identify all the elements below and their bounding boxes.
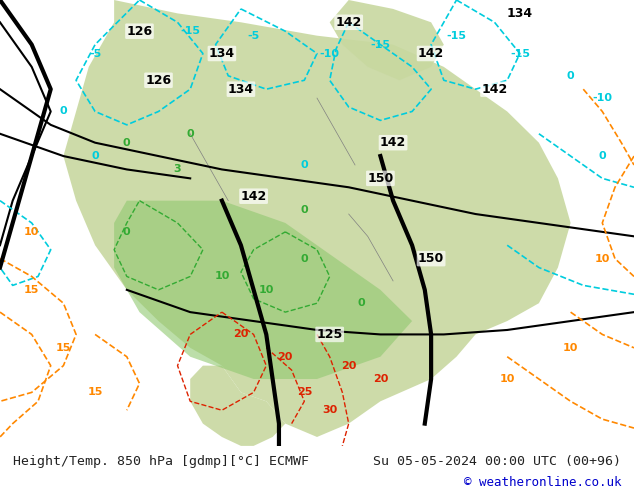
Text: 10: 10: [259, 285, 274, 295]
Text: 0: 0: [301, 160, 308, 170]
Text: 3: 3: [174, 165, 181, 174]
Text: 20: 20: [278, 352, 293, 362]
Text: 20: 20: [341, 361, 356, 370]
Text: 134: 134: [209, 47, 235, 60]
Text: 10: 10: [595, 254, 610, 264]
Polygon shape: [330, 0, 444, 80]
Polygon shape: [63, 0, 571, 437]
Text: 126: 126: [145, 74, 172, 87]
Text: 0: 0: [598, 151, 606, 161]
Text: -15: -15: [510, 49, 530, 58]
Text: 10: 10: [24, 227, 39, 237]
Text: 0: 0: [358, 298, 365, 308]
Polygon shape: [190, 366, 285, 446]
Text: 142: 142: [240, 190, 267, 203]
Text: -10: -10: [592, 93, 612, 103]
Text: -10: -10: [320, 49, 340, 58]
Text: 15: 15: [24, 285, 39, 295]
Text: 0: 0: [60, 106, 67, 117]
Text: 20: 20: [233, 329, 249, 340]
Text: 20: 20: [373, 374, 388, 384]
Text: 10: 10: [563, 343, 578, 353]
Text: 0: 0: [91, 151, 99, 161]
Text: -5: -5: [247, 31, 260, 41]
Text: 134: 134: [507, 7, 533, 20]
Text: -5: -5: [89, 49, 101, 58]
Text: 30: 30: [322, 405, 337, 415]
Text: 142: 142: [335, 16, 362, 29]
Text: 142: 142: [418, 47, 444, 60]
Text: Height/Temp. 850 hPa [gdmp][°C] ECMWF: Height/Temp. 850 hPa [gdmp][°C] ECMWF: [13, 455, 309, 468]
Text: 15: 15: [87, 388, 103, 397]
Text: 0: 0: [567, 71, 574, 81]
Polygon shape: [114, 201, 412, 379]
Text: 134: 134: [228, 83, 254, 96]
Text: 126: 126: [126, 24, 153, 38]
Text: 150: 150: [418, 252, 444, 265]
Text: 10: 10: [214, 271, 230, 281]
Text: Su 05-05-2024 00:00 UTC (00+96): Su 05-05-2024 00:00 UTC (00+96): [373, 455, 621, 468]
Text: -15: -15: [180, 26, 200, 36]
Text: 125: 125: [316, 328, 343, 341]
Text: 150: 150: [367, 172, 394, 185]
Text: 142: 142: [380, 136, 406, 149]
Text: -15: -15: [446, 31, 467, 41]
Text: 10: 10: [500, 374, 515, 384]
Text: 15: 15: [56, 343, 71, 353]
Text: 25: 25: [297, 388, 312, 397]
Text: 0: 0: [123, 227, 131, 237]
Text: © weatheronline.co.uk: © weatheronline.co.uk: [464, 476, 621, 489]
Text: 0: 0: [186, 129, 194, 139]
Text: -15: -15: [370, 40, 391, 49]
Text: 0: 0: [123, 138, 131, 147]
Text: 0: 0: [301, 204, 308, 215]
Text: 0: 0: [301, 254, 308, 264]
Text: 142: 142: [481, 83, 508, 96]
